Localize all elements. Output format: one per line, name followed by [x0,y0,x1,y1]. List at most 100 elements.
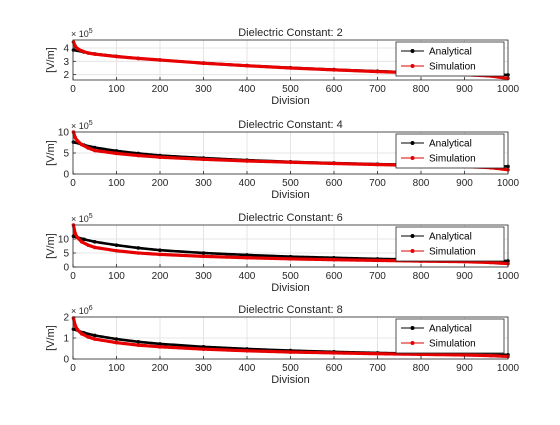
x-tick-label: 800 [413,178,430,189]
legend: Analytical Simulation [395,41,505,77]
x-tick-label: 400 [239,178,256,189]
axis-exponent-base: × 10 [71,306,89,316]
data-point [288,160,293,165]
x-tick-label: 400 [239,84,256,95]
legend-box [395,318,505,354]
data-point [75,235,80,240]
data-point [92,52,97,56]
data-point [92,245,97,250]
data-point [114,151,119,156]
legend-swatch-marker [410,156,415,160]
x-tick-label: 0 [70,363,76,374]
data-point [245,63,249,68]
x-axis-label: Division [271,282,310,294]
data-point [375,258,380,263]
data-point [245,253,249,257]
x-tick-label: 0 [70,271,76,282]
x-tick-label: 200 [152,178,169,189]
legend-label-analytical: Analytical [429,47,472,58]
chart-title: Dielectric Constant: 8 [238,304,343,316]
data-point [488,260,493,265]
legend-box [395,226,505,262]
y-tick-label: 5 [63,149,69,160]
data-point [114,243,119,247]
y-tick-label: 10 [58,235,70,246]
legend-swatch-marker [410,326,415,330]
data-point [136,251,141,255]
data-point [419,352,423,357]
axis-exponent-power: 5 [89,120,93,127]
y-tick-label: 2 [63,313,69,324]
legend-label-simulation: Simulation [429,62,476,73]
x-tick-label: 500 [282,84,299,95]
axis-exponent: × 105 [71,213,93,224]
x-tick-label: 300 [195,84,212,95]
data-point [92,333,97,338]
data-point [201,254,206,259]
data-point [71,234,76,238]
axis-exponent-power: 6 [89,305,93,312]
x-tick-label: 900 [456,271,473,282]
x-tick-label: 0 [70,178,76,189]
x-tick-label: 500 [282,271,299,282]
x-tick-label: 300 [195,178,212,189]
x-tick-label: 900 [456,178,473,189]
data-point [288,66,293,70]
y-axis-label: [V/m] [45,233,57,259]
legend-label-simulation: Simulation [429,247,476,258]
data-point [245,349,249,353]
legend-label-analytical: Analytical [429,324,472,335]
data-point [92,337,97,341]
data-point [73,323,77,328]
data-point [158,342,162,346]
data-point [136,343,141,347]
data-point [375,351,380,356]
chart-title: Dielectric Constant: 4 [238,119,343,131]
data-point [114,340,119,345]
data-point [158,155,162,159]
data-point [79,240,84,244]
data-point [114,248,119,253]
data-point [158,252,162,257]
x-tick-label: 1000 [497,363,520,374]
x-tick-label: 300 [195,271,212,282]
data-point [201,61,206,65]
y-tick-label: 5 [63,249,69,260]
data-point [71,48,76,52]
data-point [462,353,467,357]
x-tick-label: 900 [456,84,473,95]
legend-swatch-marker [410,234,415,238]
axis-exponent-power: 5 [89,28,93,35]
axis-exponent-base: × 10 [71,214,89,224]
y-tick-label: 2 [63,70,69,81]
x-tick-label: 400 [239,271,256,282]
data-point [82,237,86,242]
legend-label-analytical: Analytical [429,139,472,150]
data-point [201,251,206,255]
y-tick-label: 0 [63,355,69,366]
legend-swatch-marker [410,49,415,53]
data-point [136,246,141,250]
data-point [245,159,249,163]
y-tick-label: 0 [63,170,69,181]
chart-panel-2: 0 100 200 300 400 500 600 700 800 900 1000 0 5 10× 10… [45,119,520,201]
legend-label-simulation: Simulation [429,154,476,165]
data-point [92,148,97,153]
x-tick-label: 500 [282,363,299,374]
data-point [375,162,380,167]
data-point [245,255,249,260]
data-point [158,58,162,62]
x-tick-label: 800 [413,363,430,374]
y-tick-label: 3 [63,57,69,68]
x-tick-label: 800 [413,84,430,95]
data-point [136,153,141,158]
y-tick-label: 0 [63,263,69,274]
legend-label-analytical: Analytical [429,232,472,243]
data-point [288,350,293,354]
x-tick-label: 600 [326,84,343,95]
data-point [73,231,77,236]
y-tick-label: 4 [63,44,69,55]
data-point [114,54,119,59]
